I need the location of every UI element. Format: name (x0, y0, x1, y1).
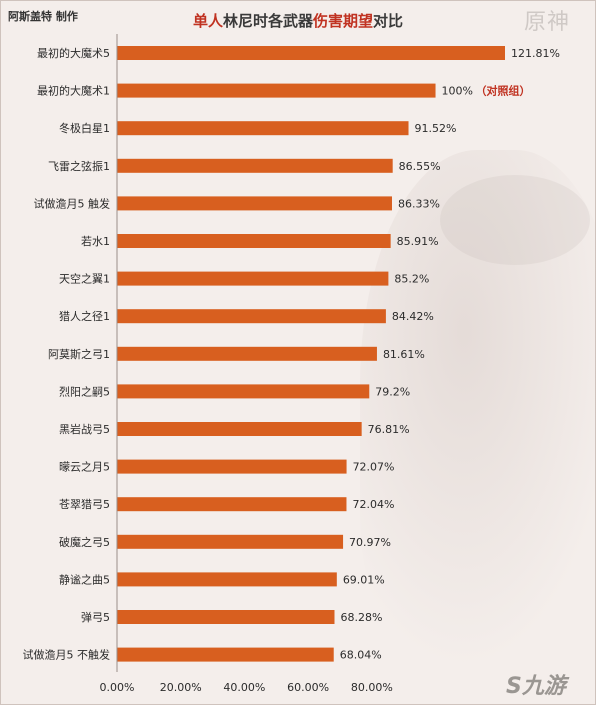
background-character-art (360, 150, 596, 670)
bar (117, 121, 409, 136)
value-label: 85.2% (394, 273, 429, 286)
bar (117, 610, 335, 624)
bar (117, 497, 347, 512)
bar (117, 234, 391, 248)
category-label: 最初的大魔术5 (37, 46, 110, 60)
author-credit: 阿斯盖特 制作 (8, 10, 78, 23)
category-label: 黑岩战弓5 (59, 422, 110, 436)
value-label: 100% (442, 85, 473, 98)
bar (117, 459, 347, 474)
value-label: 91.52% (415, 122, 457, 135)
value-label: 86.55% (399, 160, 441, 173)
category-label: 静谧之曲5 (59, 572, 110, 586)
bar (117, 346, 377, 361)
value-label: 69.01% (343, 573, 385, 586)
annotation-label: （对照组） (476, 84, 531, 98)
value-label: 70.97% (349, 536, 391, 549)
watermark-logo: S九游 (506, 668, 566, 700)
value-label: 68.04% (340, 649, 382, 662)
title-part-3: 伤害期望 (313, 12, 374, 30)
category-label: 苍翠猎弓5 (59, 497, 110, 511)
bar (117, 384, 370, 399)
category-label: 曚云之月5 (59, 460, 110, 474)
value-label: 85.91% (397, 235, 439, 248)
category-label: 烈阳之嗣5 (59, 384, 110, 398)
bar (117, 422, 362, 436)
category-label: 猎人之径1 (59, 309, 110, 323)
category-label: 阿莫斯之弓1 (48, 347, 110, 361)
category-label: 破魔之弓5 (59, 535, 110, 549)
bar (117, 647, 334, 662)
value-label: 84.42% (392, 310, 434, 323)
category-label: 弹弓5 (81, 610, 110, 624)
value-label: 121.81% (511, 47, 560, 60)
x-tick-label: 60.00% (287, 681, 329, 694)
genshin-logo: 原神 (524, 10, 571, 35)
category-label: 冬极白星1 (59, 121, 110, 135)
watermark-s-glyph: S (506, 674, 522, 699)
category-label: 飞雷之弦振1 (48, 159, 110, 173)
background-hat-art (440, 175, 590, 265)
value-label: 72.04% (352, 498, 394, 511)
category-label: 若水1 (81, 235, 110, 248)
category-label: 试做澹月5 不触发 (23, 648, 111, 662)
bar (117, 271, 389, 286)
category-label: 天空之翼1 (59, 272, 110, 286)
x-tick-label: 0.00% (100, 681, 135, 694)
bar (117, 83, 436, 98)
bar (117, 196, 392, 211)
bar (117, 309, 386, 324)
x-tick-label: 80.00% (351, 681, 393, 694)
watermark-text: 九游 (521, 674, 566, 699)
bar (117, 534, 344, 549)
value-label: 72.07% (353, 461, 395, 474)
category-label: 试做澹月5 触发 (34, 196, 111, 210)
x-tick-label: 20.00% (160, 681, 202, 694)
chart-title: 单人林尼时各武器伤害期望对比 (0, 10, 596, 31)
value-label: 68.28% (340, 611, 382, 624)
value-label: 76.81% (368, 423, 410, 436)
bar (117, 46, 505, 60)
value-label: 86.33% (398, 197, 440, 210)
title-part-1: 单人 (192, 12, 223, 30)
value-label: 81.61% (383, 348, 425, 361)
title-part-4: 对比 (373, 12, 404, 30)
x-tick-label: 40.00% (223, 681, 265, 694)
value-label: 79.2% (375, 385, 410, 398)
category-label: 最初的大魔术1 (37, 84, 110, 98)
title-part-2: 林尼时各武器 (222, 12, 313, 30)
bar (117, 158, 393, 173)
bar (117, 572, 337, 587)
